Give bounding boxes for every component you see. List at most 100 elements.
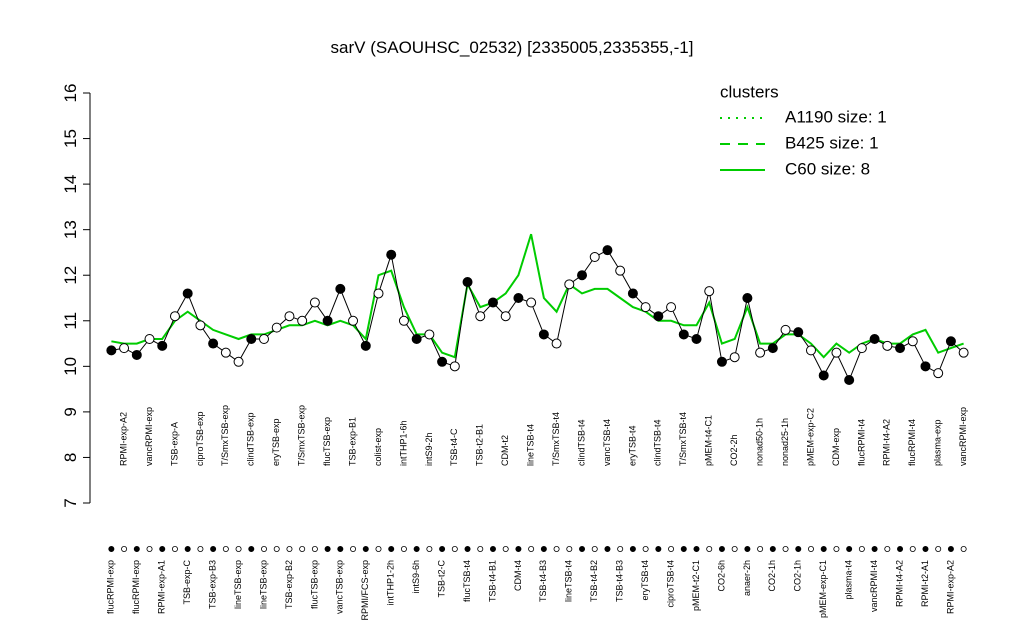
sample-dot	[655, 546, 662, 553]
sample-dot	[807, 546, 814, 553]
sample-dot	[629, 546, 636, 553]
x-tick-label: CDM-exp	[831, 428, 841, 466]
sample-dot	[744, 546, 751, 553]
data-point	[691, 334, 702, 344]
data-point	[767, 343, 778, 354]
x-tick-label: T/SmxTSB-t4	[551, 412, 561, 466]
sample-dot	[922, 546, 929, 553]
x-tick-label: vancTSB-t4	[602, 419, 612, 466]
x-tick-label: pMEM-exp-C1	[818, 560, 828, 618]
data-point	[208, 338, 219, 349]
sample-dot	[146, 546, 153, 553]
x-tick-label: TSB-t4-C	[449, 428, 459, 466]
data-point	[348, 315, 359, 326]
sample-dot	[668, 546, 675, 553]
x-tick-label: CDM-t2	[500, 435, 510, 466]
sample-dot	[451, 546, 458, 553]
x-tick-label: TSB-t4-B1	[487, 560, 497, 602]
sample-dot	[515, 546, 522, 553]
data-point	[487, 297, 498, 308]
x-tick-label: clindTSB-exp	[246, 412, 256, 466]
data-point	[437, 356, 448, 367]
sample-dot	[795, 546, 802, 553]
sample-dot	[210, 546, 217, 553]
data-point	[627, 288, 638, 299]
sample-dot	[591, 546, 598, 553]
x-tick-label: TSB-exp-B2	[284, 560, 294, 609]
sample-dot	[782, 546, 789, 553]
x-tick-label: T/SmxTSB-exp	[297, 405, 307, 466]
x-tick-label: plasma-exp	[933, 419, 943, 466]
data-point	[856, 343, 867, 354]
data-point	[666, 302, 677, 313]
data-point	[157, 340, 168, 351]
x-tick-label: CO2-1h	[793, 560, 803, 592]
x-tick-label: CO2-1h	[767, 560, 777, 592]
sample-dot	[477, 546, 484, 553]
sample-dot	[502, 546, 509, 553]
sample-dot	[324, 546, 331, 553]
sample-dot	[299, 546, 306, 553]
x-tick-label: eryTSB-t4	[640, 560, 650, 601]
sample-dot	[413, 546, 420, 553]
x-tick-label: nonad50-1h	[754, 418, 764, 466]
x-tick-label: TSB-exp-B3	[208, 560, 218, 609]
data-point	[284, 311, 295, 322]
data-point	[958, 347, 969, 358]
x-tick-label: vancRPMI-t4	[869, 560, 879, 612]
x-tick-label: intS9-6h	[411, 560, 421, 594]
data-point	[106, 345, 117, 356]
x-tick-label: TSB-exp-B1	[347, 417, 357, 466]
data-point	[780, 324, 791, 335]
legend-title: clusters	[720, 82, 779, 101]
x-tick-label: pMEM-t4-C1	[704, 415, 714, 466]
sample-dot	[261, 546, 268, 553]
sample-dot	[553, 546, 560, 553]
sample-dot	[846, 546, 853, 553]
sample-dot	[833, 546, 840, 553]
data-point	[500, 311, 511, 322]
data-point	[513, 293, 524, 303]
x-tick-label: ciproTSB-exp	[195, 411, 205, 466]
x-tick-label: ciproTSB-t4	[665, 560, 675, 608]
sample-dot	[884, 546, 891, 553]
x-tick-label: anaer-2h	[742, 560, 752, 596]
x-tick-label: eryTSB-exp	[271, 418, 281, 466]
data-point	[577, 270, 588, 281]
data-point	[615, 265, 626, 276]
data-point	[259, 334, 270, 344]
data-point	[551, 338, 562, 349]
sample-dot	[960, 546, 967, 553]
data-point	[322, 315, 333, 326]
sample-dot	[858, 546, 865, 553]
data-point	[653, 311, 664, 322]
x-tick-label: TSB-t4-B3	[615, 560, 625, 602]
data-point	[678, 329, 689, 340]
data-point	[882, 340, 893, 351]
data-point	[933, 368, 944, 379]
sample-dot	[718, 546, 725, 553]
sample-dot	[375, 546, 382, 553]
x-tick-label: TSB-t2-B1	[475, 424, 485, 466]
sample-dot	[604, 546, 611, 553]
y-tick-label: 9	[61, 407, 80, 416]
x-tick-label: T/SmxTSB-exp	[220, 405, 230, 466]
x-tick-label: vancRPMI-exp	[958, 407, 968, 466]
sample-dot	[579, 546, 586, 553]
sample-dot	[757, 546, 764, 553]
sample-dot	[642, 546, 649, 553]
data-point	[449, 361, 460, 372]
sample-dot	[121, 546, 128, 553]
chart-title: sarV (SAOUHSC_02532) [2335005,2335355,-1…	[331, 38, 694, 57]
x-tick-label: colist-exp	[373, 428, 383, 466]
data-point	[895, 343, 906, 354]
sample-dot	[909, 546, 916, 553]
sample-dot	[693, 546, 700, 553]
x-tick-label: TSB-exp-C	[182, 560, 192, 605]
x-tick-label: TSB-t4-B3	[538, 560, 548, 602]
data-point	[704, 286, 715, 297]
data-point	[424, 329, 435, 340]
data-point	[131, 349, 142, 360]
data-point	[729, 352, 740, 363]
